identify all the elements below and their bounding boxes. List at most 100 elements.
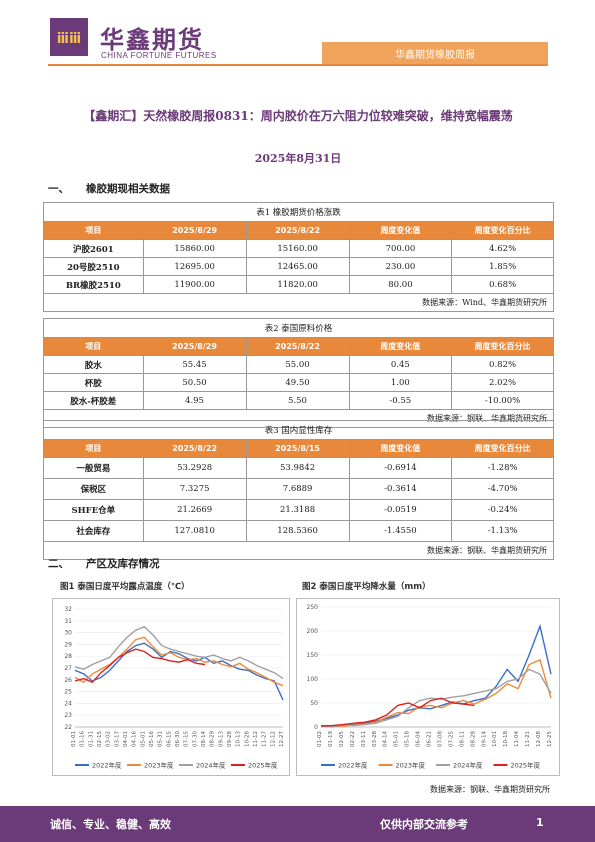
x-tick-label: 03-02 — [106, 731, 112, 747]
x-tick-label: 07-30 — [192, 731, 198, 747]
x-tick-label: 05-01 — [394, 731, 400, 747]
table-cell: 5.50 — [245, 391, 350, 410]
y-tick-label: 23 — [64, 712, 72, 719]
series-line — [74, 625, 284, 680]
table-cell: 21.2669 — [142, 499, 247, 521]
x-tick-label: 10-13 — [236, 731, 242, 747]
table-cell: -0.6914 — [348, 457, 453, 479]
table-caption: 表1 橡胶期货价格涨跌 — [43, 202, 554, 222]
x-tick-label: 12-12 — [270, 731, 276, 747]
header-band — [322, 42, 548, 64]
x-tick-label: 08-28 — [470, 731, 476, 747]
table-header: 周度变化百分比 — [451, 221, 554, 240]
table-cell: 1.00 — [348, 373, 453, 392]
table-cell: -1.4550 — [348, 520, 453, 542]
table-cell: 7.3275 — [142, 478, 247, 500]
table-cell: 20号胶2510 — [43, 257, 144, 276]
table-cell: 50.50 — [142, 373, 247, 392]
x-tick-label: 11-27 — [262, 731, 268, 747]
table-cell: 15860.00 — [142, 239, 247, 258]
futures-price-table: 表1 橡胶期货价格涨跌 项目 2025/8/29 2025/8/22 周度变化值… — [43, 202, 554, 312]
x-tick-label: 03-11 — [361, 731, 367, 747]
table-cell: 700.00 — [348, 239, 453, 258]
chart-2-frame: 250 200 150 100 50 0 01-02 01-19 02-05 02-22 03-11… — [296, 598, 560, 776]
y-tick-label: 24 — [64, 700, 72, 707]
x-tick-label: 04-14 — [383, 731, 389, 747]
x-tick-label: 01-19 — [328, 731, 334, 747]
table-header: 周度变化百分比 — [451, 337, 554, 356]
raw-material-price-table: 表2 泰国原料价格 项目 2025/8/29 2025/8/22 周度变化值 周… — [43, 318, 554, 428]
table-cell: 55.45 — [142, 355, 247, 374]
y-tick-label: 31 — [64, 618, 72, 625]
domestic-inventory-table: 表3 国内显性库存 项目 2025/8/22 2025/8/15 周度变化值 周… — [43, 420, 554, 560]
x-tick-label: 05-16 — [149, 731, 155, 747]
legend-label: 2023年度 — [396, 761, 426, 770]
series-line — [320, 623, 552, 728]
x-tick-label: 05-18 — [405, 731, 411, 747]
table-header: 2025/8/29 — [142, 221, 247, 240]
table-cell: 一般贸易 — [43, 457, 144, 479]
x-tick-label: 07-15 — [184, 731, 190, 747]
table-row: 胶水-杯胶差 4.95 5.50 -0.55 -10.00% — [43, 391, 554, 410]
table-row: 杯胶 50.50 49.50 1.00 2.02% — [43, 373, 554, 392]
table-cell: 11900.00 — [142, 275, 247, 294]
x-tick-label: 12-27 — [279, 731, 285, 747]
x-tick-label: 11-21 — [525, 731, 531, 747]
table-cell: 21.3188 — [245, 499, 350, 521]
x-tick-label: 06-04 — [416, 731, 422, 747]
table-header: 项目 — [43, 337, 144, 356]
table-header: 周度变化百分比 — [451, 439, 554, 458]
footer-bar — [0, 806, 595, 842]
series-line — [74, 636, 284, 687]
y-tick-label: 150 — [307, 652, 319, 659]
table-cell: 128.5360 — [245, 520, 350, 542]
table-cell: -10.00% — [451, 391, 554, 410]
table-source: 数据来源：钢联、华鑫期货研究所 — [43, 541, 554, 560]
x-tick-label: 08-14 — [201, 731, 207, 747]
legend-label: 2022年度 — [92, 761, 122, 770]
series-line — [320, 668, 552, 728]
y-tick-label: 28 — [64, 653, 72, 660]
table-cell: 4.62% — [451, 239, 554, 258]
table-row: 沪胶2601 15860.00 15160.00 700.00 4.62% — [43, 239, 554, 258]
legend-label: 2025年度 — [511, 761, 541, 770]
rainfall-chart: 250 200 150 100 50 001-02 01-19 02-05 02-22 03-11… — [307, 604, 553, 770]
x-tick-label: 02-15 — [97, 731, 103, 747]
table-cell: 53.2928 — [142, 457, 247, 479]
table-caption: 表2 泰国原料价格 — [43, 318, 554, 338]
legend-label: 2022年度 — [338, 761, 368, 770]
logo-emblem-icon: ⅲⅲ — [57, 31, 81, 47]
x-tick-label: 11-04 — [514, 731, 520, 747]
y-tick-label: 0 — [314, 724, 318, 731]
table-cell: 15160.00 — [245, 239, 350, 258]
series-line — [74, 642, 284, 701]
page-number: 1 — [536, 816, 544, 829]
table-header: 2025/8/22 — [245, 337, 350, 356]
section-number: 一、 — [48, 183, 69, 195]
table-cell: 230.00 — [348, 257, 453, 276]
table-cell: 1.85% — [451, 257, 554, 276]
y-tick-label: 22 — [64, 724, 72, 731]
y-tick-label: 27 — [64, 665, 72, 672]
header-divider — [48, 64, 548, 66]
table-cell: 53.9842 — [245, 457, 350, 479]
table-cell: -0.55 — [348, 391, 453, 410]
x-tick-label: 10-28 — [244, 731, 250, 747]
x-tick-label: 08-11 — [459, 731, 465, 747]
table-header: 项目 — [43, 439, 144, 458]
x-tick-label: 09-14 — [481, 731, 487, 747]
footer-notice: 仅供内部交流参考 — [380, 818, 468, 831]
table-row: 一般贸易 53.2928 53.9842 -0.6914 -1.28% — [43, 457, 554, 479]
table-header: 2025/8/22 — [245, 221, 350, 240]
table-header: 2025/8/22 — [142, 439, 247, 458]
table-cell: BR橡胶2510 — [43, 275, 144, 294]
footer-slogan: 诚信、专业、稳健、高效 — [50, 818, 171, 831]
table-cell: 127.0810 — [142, 520, 247, 542]
chart-1-title: 图1 泰国日度平均露点温度（℃） — [60, 582, 190, 592]
chart-1-frame: 32 31 30 29 28 27 26 25 24 23 22 01-01 01-16 01-31 02-… — [52, 598, 290, 776]
table-cell: -0.24% — [451, 499, 554, 521]
section-number: 二、 — [48, 558, 69, 570]
table-source: 数据来源：Wind、华鑫期货研究所 — [43, 293, 554, 312]
series-line — [320, 658, 552, 727]
table-header: 2025/8/15 — [245, 439, 350, 458]
